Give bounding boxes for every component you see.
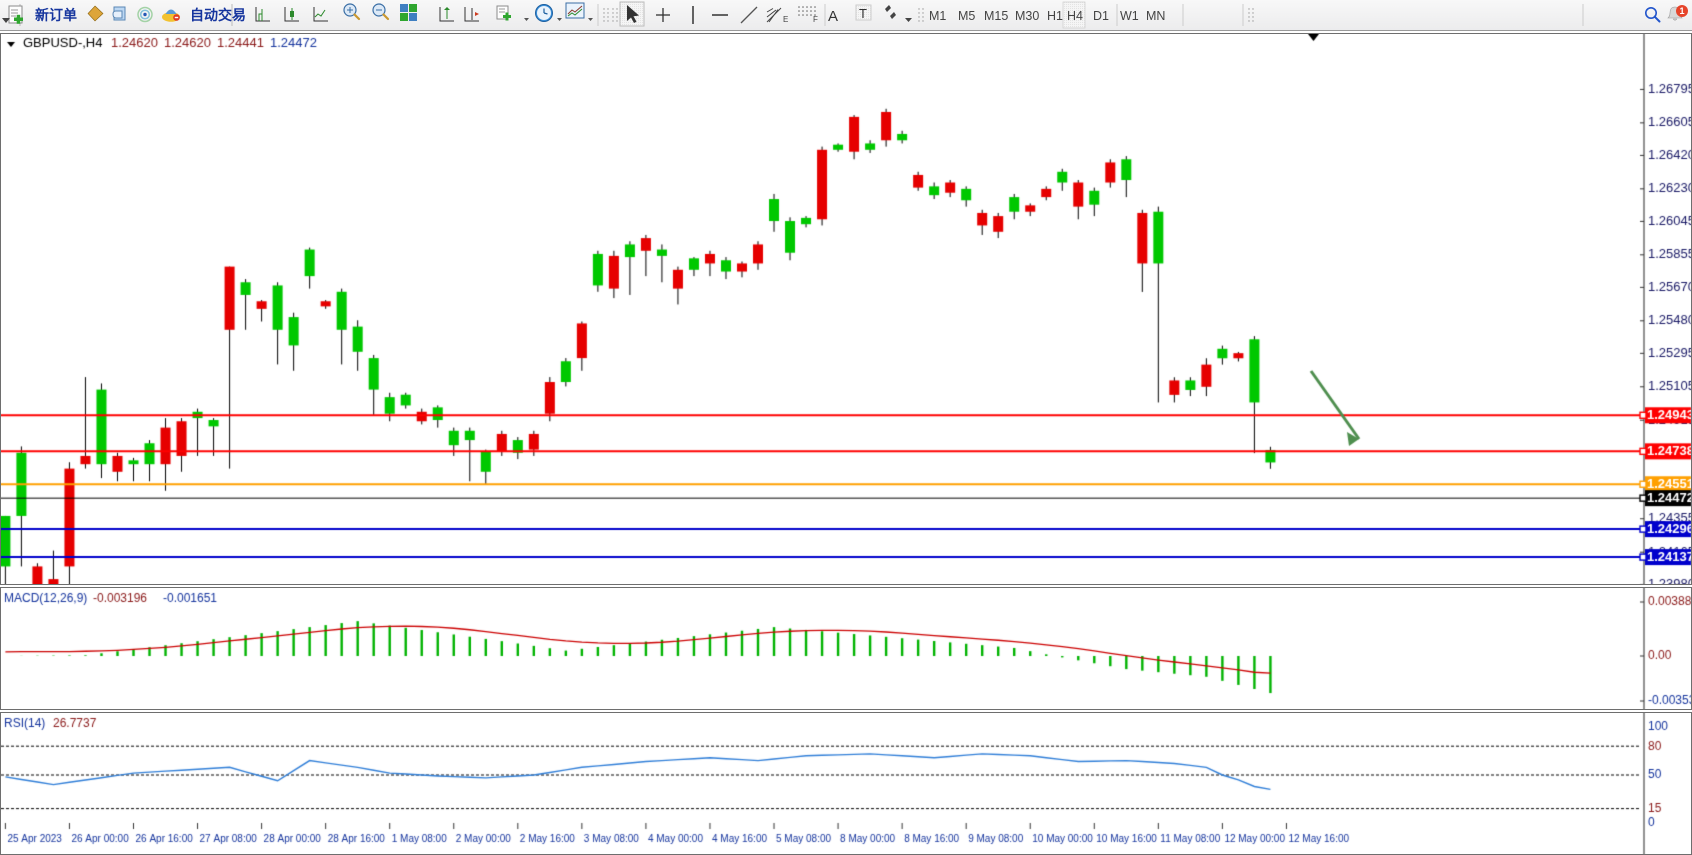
svg-text:W1: W1 [1120, 9, 1139, 23]
svg-text:MN: MN [1146, 9, 1165, 23]
svg-text:E: E [783, 15, 788, 24]
svg-text:M15: M15 [984, 9, 1008, 23]
svg-text:M5: M5 [958, 9, 975, 23]
svg-text:自动交易: 自动交易 [190, 7, 246, 23]
svg-text:新订单: 新订单 [35, 7, 77, 23]
svg-text:H1: H1 [1047, 9, 1063, 23]
svg-text:T: T [859, 6, 867, 21]
svg-text:M30: M30 [1015, 9, 1039, 23]
svg-text:D1: D1 [1093, 9, 1109, 23]
svg-text:1: 1 [1679, 6, 1684, 16]
svg-text:H4: H4 [1067, 9, 1083, 23]
svg-text:F: F [813, 15, 818, 24]
svg-text:A: A [828, 8, 838, 25]
svg-text:M1: M1 [929, 9, 946, 23]
